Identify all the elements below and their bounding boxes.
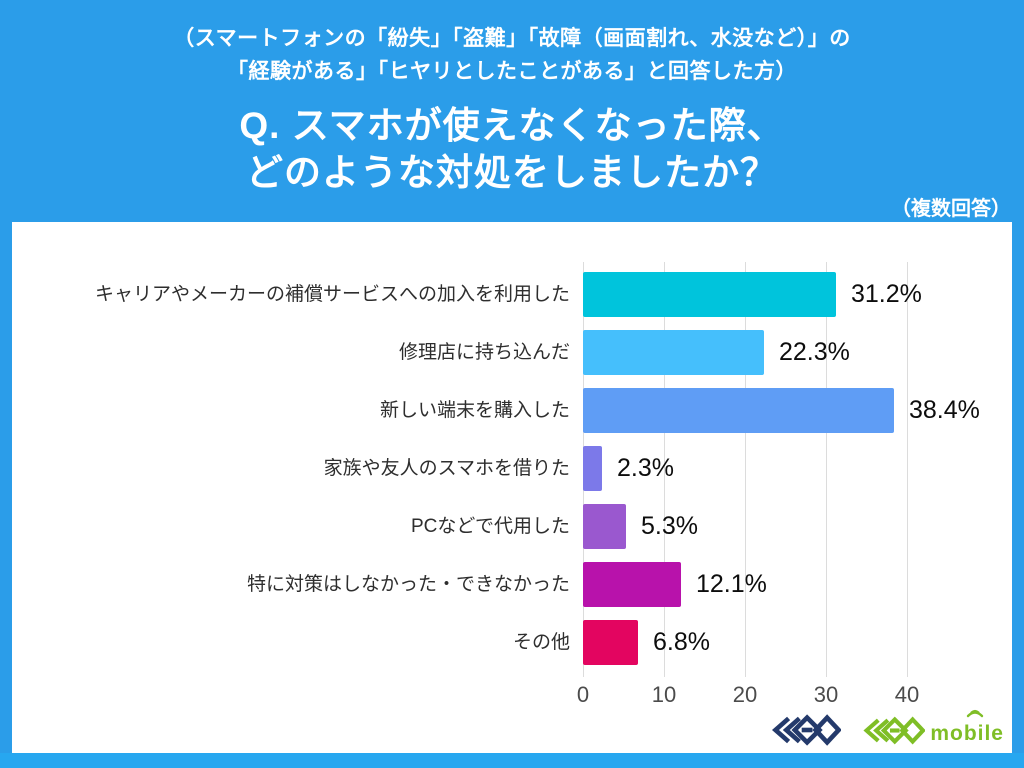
bottom-strip <box>0 753 1024 768</box>
category-label: PCなどで代用した <box>410 516 570 537</box>
value-label: 5.3% <box>641 512 698 540</box>
survey-condition-line2: 「経験がある」「ヒヤリとしたことがある」と回答した方） <box>227 60 797 83</box>
footer-logos: mobile <box>767 709 1004 748</box>
gridline <box>664 262 665 677</box>
multiple-answer-note: （複数回答） <box>891 198 1011 220</box>
chart-panel: 0 10 20 30 40 キャリアやメーカーの補償サービスへの加入を利用した 31.2% 修… <box>12 222 1012 753</box>
geo-mobile-mark-icon <box>863 715 926 745</box>
geo-mobile-logo: mobile <box>859 709 1004 745</box>
bar-row: 修理店に持ち込んだ 22.3% <box>12 330 1012 375</box>
category-label: 特に対策はしなかった・できなかった <box>246 574 570 595</box>
bar <box>583 330 764 375</box>
bar-row: 家族や友人のスマホを借りた 2.3% <box>12 446 1012 491</box>
bar-row: 新しい端末を購入した 38.4% <box>12 388 1012 433</box>
value-label: 38.4% <box>909 396 980 424</box>
bar-row: その他 6.8% <box>12 620 1012 665</box>
bar-row: 特に対策はしなかった・できなかった 12.1% <box>12 562 1012 607</box>
x-axis-tick-label: 0 <box>576 682 590 707</box>
x-axis-tick-label: 30 <box>813 682 839 707</box>
category-label: 家族や友人のスマホを借りた <box>323 458 570 479</box>
x-axis-tick-label: 10 <box>651 682 677 707</box>
question-title-line1: Q. スマホが使えなくなった際、 <box>239 105 785 146</box>
value-label: 12.1% <box>696 570 767 598</box>
question-title: Q. スマホが使えなくなった際、 どのような対処をしましたか？ <box>0 102 1024 196</box>
value-label: 6.8% <box>653 628 710 656</box>
bar <box>583 272 836 317</box>
category-label: その他 <box>512 632 570 653</box>
bar <box>583 620 638 665</box>
bar <box>583 388 894 433</box>
survey-condition-line1: （スマートフォンの「紛失」「盗難」「故障（画面割れ、水没など）」の <box>173 27 851 50</box>
question-title-line2: どのような対処をしましたか？ <box>246 152 778 193</box>
survey-condition: （スマートフォンの「紛失」「盗難」「故障（画面割れ、水没など）」の 「経験がある… <box>0 22 1024 88</box>
category-label: 修理店に持ち込んだ <box>398 342 570 363</box>
gridline <box>826 262 827 677</box>
bar-row: PCなどで代用した 5.3% <box>12 504 1012 549</box>
category-label: キャリアやメーカーの補償サービスへの加入を利用した <box>94 284 570 305</box>
geo-mobile-wordmark: mobile <box>930 721 1004 745</box>
x-axis-tick-label: 40 <box>894 682 920 707</box>
bar <box>583 504 626 549</box>
geo-logo <box>772 714 842 746</box>
x-axis-tick-label: 20 <box>732 682 758 707</box>
gridline <box>745 262 746 677</box>
bar <box>583 446 602 491</box>
value-label: 31.2% <box>851 280 922 308</box>
gridline <box>907 262 908 677</box>
value-label: 22.3% <box>779 338 850 366</box>
bar-row: キャリアやメーカーの補償サービスへの加入を利用した 31.2% <box>12 272 1012 317</box>
wifi-arcs-icon <box>966 709 984 717</box>
value-label: 2.3% <box>617 454 674 482</box>
bar <box>583 562 681 607</box>
category-label: 新しい端末を購入した <box>379 400 570 421</box>
